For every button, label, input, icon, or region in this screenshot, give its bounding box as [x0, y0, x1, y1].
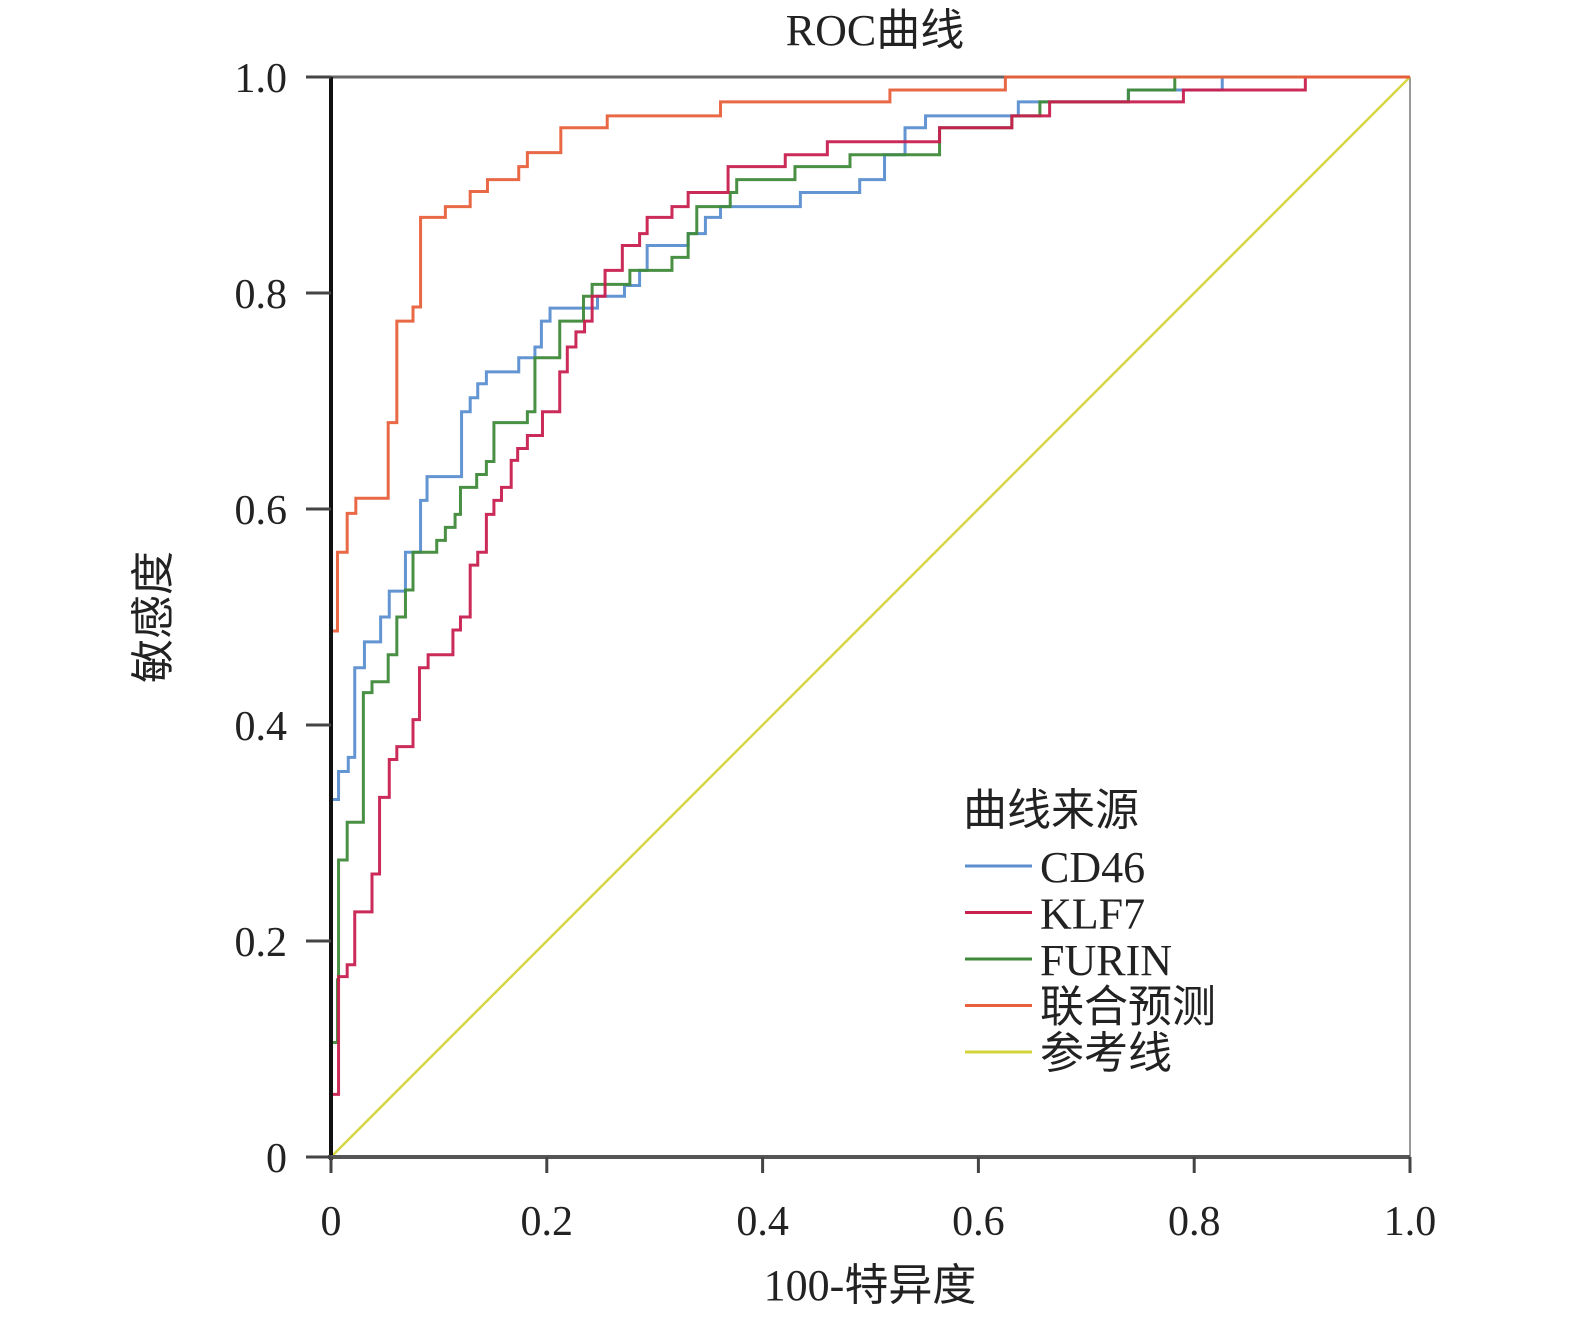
y-tick-label: 0.6 [235, 488, 288, 534]
series-line-furin [329, 75, 1410, 1157]
legend-title: 曲线来源 [963, 786, 1139, 835]
series-layer [329, 75, 1411, 1158]
x-tick-label: 0.8 [1168, 1199, 1221, 1245]
axes-layer [328, 77, 1410, 1160]
legend-label: FURIN [1040, 936, 1172, 985]
y-tick-label: 0 [266, 1136, 287, 1182]
x-tick-label: 0.6 [952, 1199, 1005, 1245]
legend-label: CD46 [1040, 843, 1145, 892]
legend-label: KLF7 [1040, 890, 1145, 939]
ticks-layer: 0 0.2 0.4 0.6 0.8 1.0 0 0.2 0.4 0.6 0.8 1.0 [235, 56, 1437, 1245]
chart-title: ROC曲线 [786, 6, 964, 55]
x-axis-label: 100-特异度 [764, 1261, 977, 1310]
x-tick-label: 1.0 [1384, 1199, 1437, 1245]
legend-label: 参考线 [1040, 1029, 1172, 1078]
y-tick-label: 0.2 [235, 920, 288, 966]
x-tick-label: 0.4 [736, 1199, 789, 1245]
legend-label: 联合预测 [1040, 983, 1216, 1032]
y-axis-label: 敏感度 [129, 551, 178, 683]
y-tick-label: 0.4 [235, 704, 288, 750]
series-line-4 [330, 76, 1411, 1158]
y-tick-label: 1.0 [235, 56, 288, 102]
series-line-3 [329, 75, 1410, 1157]
x-tick-label: 0 [321, 1199, 342, 1245]
x-tick-label: 0.2 [521, 1199, 574, 1245]
y-tick-label: 0.8 [235, 272, 288, 318]
series-line-klf7 [329, 75, 1410, 1157]
